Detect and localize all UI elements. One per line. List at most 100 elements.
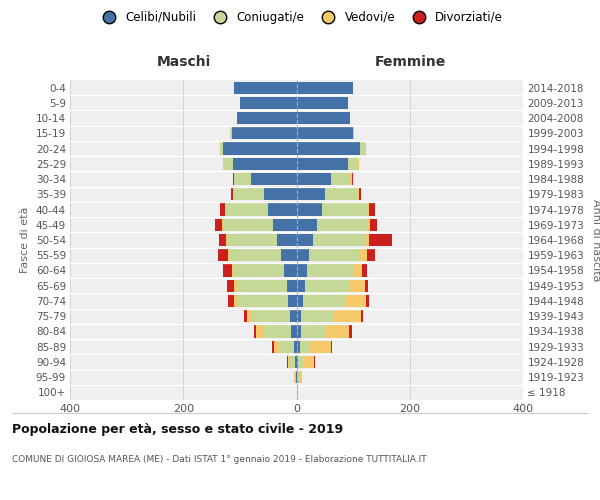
Bar bbox=[238, 295, 288, 307]
Bar bbox=[297, 173, 331, 185]
Bar bbox=[294, 340, 297, 353]
Bar bbox=[353, 264, 362, 276]
Bar bbox=[297, 340, 299, 353]
Bar bbox=[233, 173, 235, 185]
Bar bbox=[297, 142, 360, 154]
Bar bbox=[287, 356, 290, 368]
Bar bbox=[358, 188, 359, 200]
Bar bbox=[367, 204, 369, 216]
Bar bbox=[222, 218, 223, 231]
Bar bbox=[365, 234, 369, 246]
Y-axis label: Anni di nascita: Anni di nascita bbox=[591, 198, 600, 281]
Bar bbox=[349, 280, 365, 292]
Bar bbox=[233, 188, 264, 200]
Bar bbox=[297, 326, 301, 338]
Bar bbox=[297, 310, 301, 322]
Bar bbox=[295, 356, 297, 368]
Text: Femmine: Femmine bbox=[374, 56, 446, 70]
Bar bbox=[234, 280, 236, 292]
Bar bbox=[220, 142, 223, 154]
Bar bbox=[223, 158, 233, 170]
Y-axis label: Fasce di età: Fasce di età bbox=[20, 207, 30, 273]
Bar bbox=[223, 218, 273, 231]
Bar bbox=[370, 218, 377, 231]
Bar bbox=[361, 310, 363, 322]
Bar bbox=[272, 340, 274, 353]
Bar bbox=[277, 234, 297, 246]
Bar bbox=[220, 204, 226, 216]
Bar bbox=[297, 249, 309, 262]
Bar bbox=[367, 249, 376, 262]
Bar bbox=[297, 204, 322, 216]
Bar bbox=[251, 310, 290, 322]
Bar bbox=[297, 264, 307, 276]
Bar bbox=[352, 173, 353, 185]
Bar bbox=[290, 356, 295, 368]
Bar bbox=[309, 249, 360, 262]
Bar bbox=[297, 112, 350, 124]
Legend: Celibi/Nubili, Coniugati/e, Vedovi/e, Divorziati/e: Celibi/Nubili, Coniugati/e, Vedovi/e, Di… bbox=[95, 8, 505, 26]
Bar bbox=[274, 340, 280, 353]
Bar bbox=[366, 295, 368, 307]
Bar bbox=[268, 204, 297, 216]
Bar bbox=[304, 295, 346, 307]
Bar bbox=[230, 127, 232, 140]
Bar bbox=[291, 326, 297, 338]
Bar bbox=[360, 142, 366, 154]
Bar bbox=[297, 82, 353, 94]
Bar bbox=[280, 340, 294, 353]
Bar bbox=[307, 264, 353, 276]
Bar bbox=[325, 326, 349, 338]
Bar bbox=[360, 249, 367, 262]
Bar bbox=[254, 326, 256, 338]
Bar bbox=[227, 280, 234, 292]
Bar bbox=[297, 97, 347, 109]
Bar bbox=[251, 173, 297, 185]
Bar bbox=[264, 188, 297, 200]
Bar bbox=[297, 295, 304, 307]
Bar bbox=[297, 158, 347, 170]
Bar bbox=[244, 310, 247, 322]
Bar bbox=[297, 280, 305, 292]
Bar bbox=[331, 340, 332, 353]
Bar bbox=[263, 326, 291, 338]
Bar bbox=[256, 326, 263, 338]
Bar bbox=[297, 127, 353, 140]
Bar bbox=[234, 295, 238, 307]
Bar bbox=[297, 356, 298, 368]
Bar bbox=[235, 173, 251, 185]
Bar bbox=[226, 234, 227, 246]
Bar bbox=[299, 371, 302, 383]
Bar bbox=[301, 326, 325, 338]
Bar bbox=[228, 295, 234, 307]
Bar bbox=[346, 295, 366, 307]
Bar bbox=[227, 234, 277, 246]
Bar bbox=[297, 234, 313, 246]
Text: Popolazione per età, sesso e stato civile - 2019: Popolazione per età, sesso e stato civil… bbox=[12, 422, 343, 436]
Bar bbox=[223, 142, 297, 154]
Bar bbox=[237, 112, 297, 124]
Bar bbox=[334, 310, 361, 322]
Bar bbox=[317, 218, 367, 231]
Bar bbox=[299, 340, 310, 353]
Bar bbox=[233, 158, 297, 170]
Bar bbox=[313, 234, 365, 246]
Text: Maschi: Maschi bbox=[157, 56, 211, 70]
Bar bbox=[226, 204, 268, 216]
Bar bbox=[295, 371, 296, 383]
Bar bbox=[232, 127, 297, 140]
Bar bbox=[358, 158, 359, 170]
Bar bbox=[288, 295, 297, 307]
Bar bbox=[347, 158, 358, 170]
Bar bbox=[231, 188, 233, 200]
Bar bbox=[362, 264, 367, 276]
Bar bbox=[233, 264, 284, 276]
Bar bbox=[314, 356, 316, 368]
Bar bbox=[297, 218, 317, 231]
Bar bbox=[240, 97, 297, 109]
Bar bbox=[284, 264, 297, 276]
Bar bbox=[223, 264, 232, 276]
Bar bbox=[236, 280, 287, 292]
Bar bbox=[322, 204, 367, 216]
Bar bbox=[297, 371, 299, 383]
